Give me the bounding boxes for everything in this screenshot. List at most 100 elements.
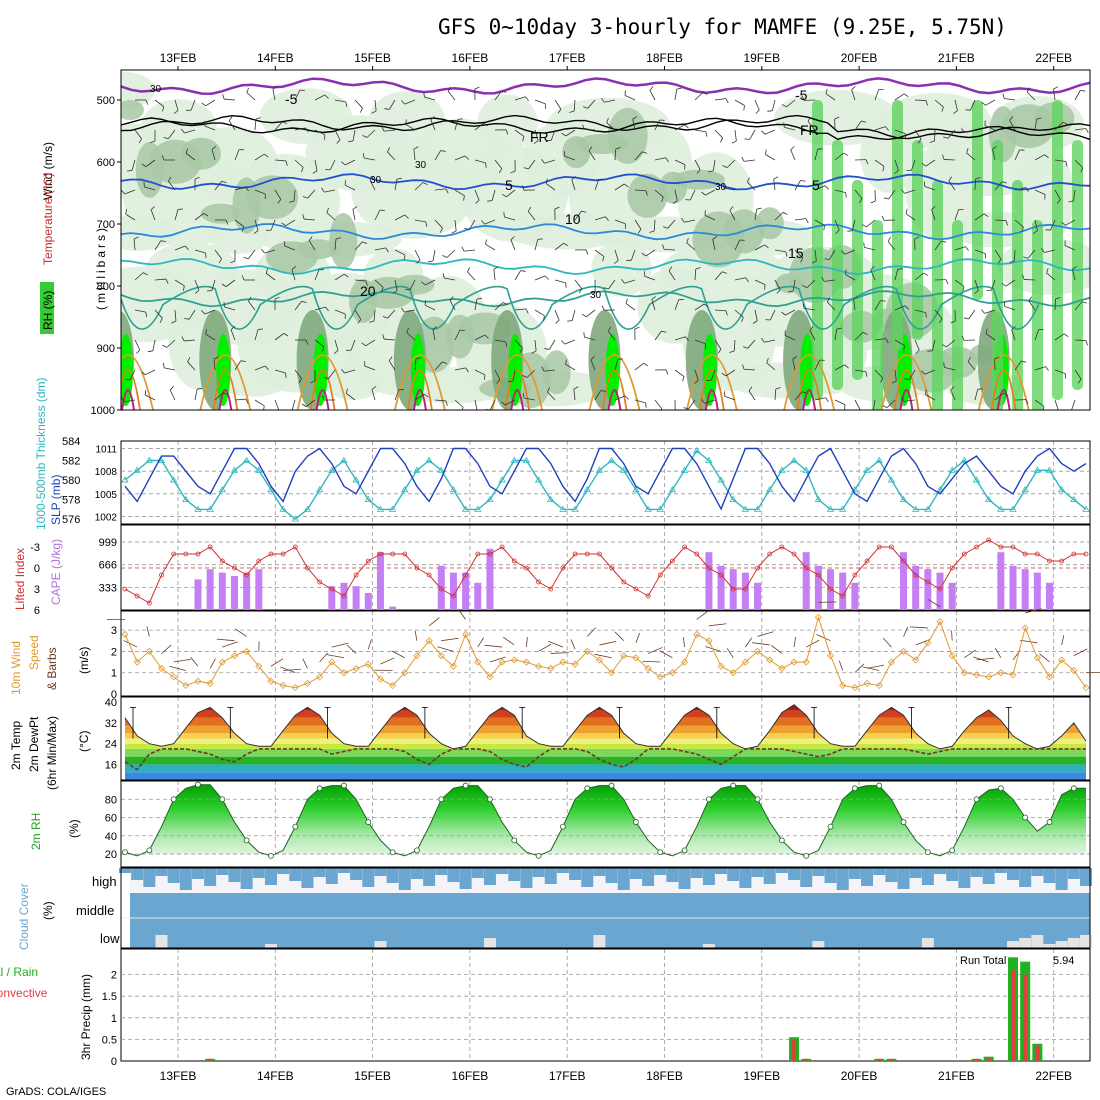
wind-barb (464, 249, 476, 252)
wind-barb-tick (302, 214, 305, 220)
cloud-high-bar (131, 868, 144, 880)
rh-tick: 20 (105, 849, 117, 861)
wind-barb (714, 129, 723, 139)
rh-tick: 80 (105, 794, 117, 806)
wind-barb (291, 399, 296, 410)
wind-barb (294, 369, 302, 380)
isotherm-hot (309, 369, 336, 410)
wind-barb (354, 309, 362, 320)
wind10-barb (209, 658, 216, 669)
wind-barb (534, 99, 546, 105)
wind-barb-tick (144, 389, 147, 396)
wind-barb (1054, 121, 1064, 131)
wind-barb (152, 339, 156, 351)
wind-barb (547, 391, 556, 401)
cape-bar (376, 552, 384, 610)
rh-swatch (40, 282, 54, 334)
cloud-high-bar (167, 868, 180, 883)
wind-barb-tick (465, 367, 469, 373)
thickness-line-marker (291, 515, 300, 522)
wind-barb-tick (463, 195, 465, 201)
wind-barb-tick (243, 257, 249, 260)
wind-barb-tick (963, 317, 969, 320)
wind-barb (653, 219, 656, 232)
wind-barb (705, 189, 716, 196)
li-tick: 3 (34, 584, 40, 596)
thickness-line-marker (1070, 495, 1078, 502)
thick-tick: 578 (62, 495, 80, 507)
wind-barb-tick (835, 229, 840, 234)
wind-barb (1004, 306, 1016, 311)
wind-barb (174, 99, 179, 111)
wind-barb (634, 151, 643, 161)
rh-point (851, 785, 858, 792)
li-point (122, 586, 128, 592)
li-point (742, 586, 748, 592)
thickness-line-marker (315, 486, 324, 493)
wind10-point (997, 669, 1005, 677)
wind-barb-tick (1055, 297, 1061, 300)
wind10-point (133, 658, 141, 666)
wind-barb (886, 399, 896, 408)
wind-barb (686, 242, 696, 251)
wind-barb (970, 99, 976, 111)
wind-barb-tick (845, 269, 847, 275)
wind-barb (764, 129, 776, 135)
cloud-high-bar (143, 868, 156, 887)
wind-barb (493, 269, 496, 281)
wind-barb-tick (324, 94, 329, 99)
label-slp: SLP (mb) (49, 475, 63, 525)
wind-barb (234, 186, 246, 191)
cloud-high-bar (556, 868, 569, 873)
wind-barb-tick (522, 393, 525, 399)
cloud-high-bar (739, 868, 752, 888)
wind-barb (904, 189, 916, 194)
wind10-point (681, 658, 689, 666)
thickness-line-marker (997, 505, 1005, 512)
rh-shade (135, 141, 164, 198)
wind-barb-tick (457, 118, 463, 120)
wind-barb (794, 249, 803, 259)
cape-bar (1021, 569, 1029, 610)
wind-barb-tick (184, 318, 190, 320)
wind-barb (694, 92, 704, 101)
cloud-mid-low (130, 893, 1090, 948)
wind-barb (414, 219, 426, 223)
wind-barb-tick (561, 340, 566, 345)
wind10-point (401, 669, 409, 677)
wind-barb-tick (925, 312, 927, 318)
wind-barb (554, 99, 562, 110)
wind-barb-tick (861, 120, 867, 123)
wind-barb-tick (802, 391, 808, 394)
wind-barb-tick (522, 374, 528, 378)
cloud-high-bar (593, 868, 606, 876)
li-point (572, 551, 578, 557)
wind10-point (291, 684, 299, 692)
wind-barb (1054, 369, 1066, 374)
wind10-barb (642, 660, 661, 663)
wind-barb-tick (588, 146, 593, 152)
li-point (937, 586, 943, 592)
li-point (256, 558, 262, 564)
cape-bar (389, 606, 397, 610)
wind10-point (486, 673, 494, 681)
li-point (134, 593, 140, 599)
wind-barb-tick (505, 129, 509, 135)
wind-barb (434, 188, 446, 191)
wind-barb-tick (322, 346, 325, 352)
cloud-low-gap (1080, 935, 1092, 948)
wind-barb-tick (218, 258, 222, 264)
wind-barb-tick (365, 280, 368, 286)
wind-barb-tick (387, 147, 391, 153)
wind-barb (294, 159, 304, 168)
wind-barb-tick (725, 310, 728, 316)
wind-barb-tick (145, 99, 149, 105)
li-point (779, 544, 785, 550)
wind-barb (614, 183, 625, 191)
wind-barb-tick (201, 309, 206, 315)
wind-barb (388, 99, 396, 110)
wind-barb (874, 338, 886, 341)
wind-barb (688, 399, 696, 410)
rh-shade (323, 364, 383, 400)
